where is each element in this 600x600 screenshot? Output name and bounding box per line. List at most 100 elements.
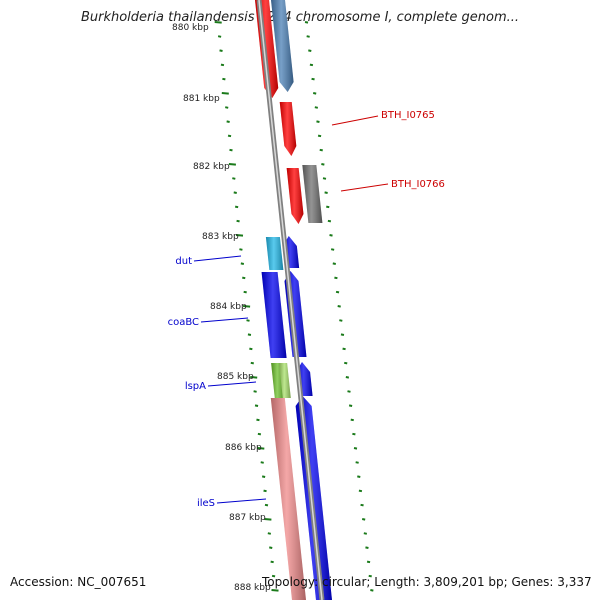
tick-outer [334, 276, 338, 280]
tick-outer [363, 532, 368, 535]
gene-label-connector [193, 255, 242, 262]
scale-label: 888 kbp [234, 583, 271, 593]
tick-inner [243, 305, 251, 308]
tick-inner [233, 191, 237, 194]
scale-ticks [214, 21, 374, 592]
scale-labels: 880 kbp 881 kbp 882 kbp 883 kbp 884 kbp 885 k… [172, 23, 271, 593]
tick-inner [232, 177, 236, 180]
tick-inner [254, 404, 259, 407]
scale-label: 880 kbp [172, 23, 209, 33]
map-title: Burkholderia thailandensis E264 chromoso… [80, 10, 520, 25]
tick-outer [335, 290, 340, 294]
tick-inner [235, 234, 244, 237]
gene-dut [265, 237, 284, 270]
tick-inner [240, 262, 245, 265]
tick-outer [326, 205, 330, 209]
tick-inner [229, 148, 233, 152]
tick-outer [308, 49, 312, 52]
tick-outer [357, 475, 361, 478]
summary-text: Topology: circular; Length: 3,809,201 bp… [262, 575, 592, 589]
tick-outer [352, 432, 356, 436]
gene-coaBC-shading [261, 272, 287, 358]
gene-label: ileS [197, 498, 215, 509]
tick-inner [228, 163, 236, 166]
tick-inner [271, 589, 279, 592]
tick-inner [219, 49, 223, 52]
gene-label: BTH_I0765 [381, 110, 435, 121]
tick-outer [370, 589, 374, 592]
gene-BTH_I0766 [302, 165, 323, 223]
gene-red-3-shading [286, 168, 304, 224]
gene-label: dut [175, 256, 192, 267]
gene-label: lspA [185, 381, 206, 392]
accession-text: Accession: NC_007651 [10, 575, 147, 589]
tick-inner [253, 390, 257, 393]
tick-inner [247, 333, 252, 336]
tick-outer [350, 418, 354, 422]
gene-label: BTH_I0766 [391, 179, 445, 190]
tick-inner [249, 347, 253, 351]
tick-outer [353, 447, 358, 450]
tick-outer [327, 219, 332, 223]
scale-label: 882 kbp [193, 162, 230, 172]
gene-ileS-shading [270, 398, 306, 600]
gene-steelblue [271, 0, 294, 92]
tick-outer [339, 319, 343, 322]
gene-ileS [270, 398, 306, 600]
gene-label: coaBC [168, 317, 199, 328]
tick-outer [317, 134, 322, 138]
tick-inner [234, 205, 239, 209]
tick-inner [217, 35, 222, 38]
tick-inner [257, 432, 262, 436]
gene-dut-shading [265, 237, 284, 270]
tick-outer [322, 177, 327, 180]
gene-label-connector [207, 381, 257, 387]
tick-inner [269, 546, 273, 549]
tick-inner [214, 21, 222, 24]
tick-inner [263, 489, 267, 493]
tick-outer [358, 489, 363, 493]
tick-outer [361, 518, 366, 521]
tick-inner [267, 532, 272, 535]
gene-BTH_I0766-shading [302, 165, 323, 223]
gene-steelblue-shading [271, 0, 294, 92]
tick-inner [226, 120, 230, 123]
tick-inner [256, 418, 260, 422]
scale-label: 884 kbp [210, 302, 247, 312]
tick-outer [309, 63, 314, 67]
tick-inner [220, 63, 225, 67]
tick-inner [225, 106, 229, 109]
tick-outer [365, 546, 369, 549]
tick-outer [342, 347, 346, 351]
gene-label-connector [340, 183, 389, 192]
gene-BTH_I0765-shading [279, 102, 297, 156]
tick-outer [319, 148, 323, 152]
scale-label: 881 kbp [183, 94, 220, 104]
tick-inner [250, 361, 254, 365]
tick-outer [332, 262, 336, 265]
tick-inner [222, 77, 226, 81]
tick-inner [271, 574, 276, 578]
tick-inner [264, 503, 269, 507]
gene-lspA-b-shading [279, 363, 291, 398]
tick-outer [368, 574, 372, 578]
gene-label-connector [216, 498, 267, 504]
tick-inner [221, 92, 229, 95]
tick-inner [261, 475, 266, 478]
tick-outer [324, 191, 328, 194]
tick-outer [337, 305, 341, 308]
tick-outer [311, 77, 315, 81]
gene-label-connector [331, 115, 379, 126]
tick-inner [264, 518, 272, 521]
gene-label-connector [200, 317, 249, 323]
tick-inner [260, 461, 264, 464]
scale-label: 887 kbp [229, 513, 266, 523]
tick-inner [257, 447, 265, 450]
tick-outer [330, 248, 335, 251]
tick-outer [366, 560, 371, 564]
tick-outer [312, 92, 317, 95]
tick-outer [321, 163, 325, 166]
tick-outer [345, 376, 350, 379]
tick-outer [348, 404, 353, 407]
